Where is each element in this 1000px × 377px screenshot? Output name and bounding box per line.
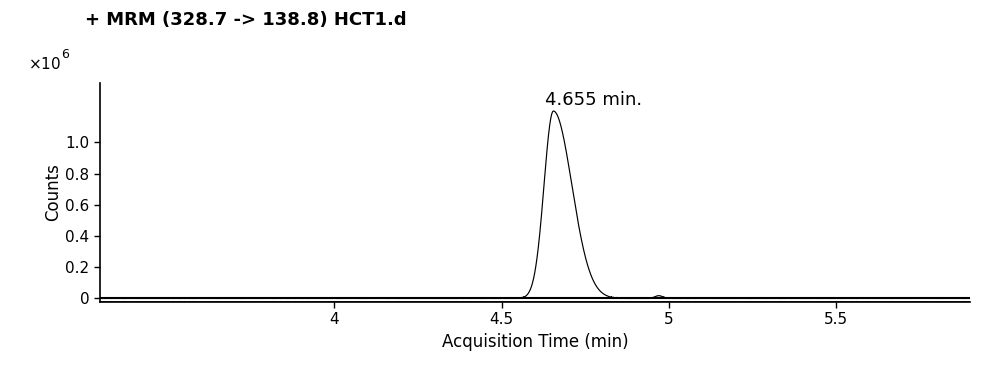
Y-axis label: Counts: Counts — [45, 163, 63, 221]
Text: 4.655 min.: 4.655 min. — [545, 91, 642, 109]
Text: $\times$10: $\times$10 — [28, 56, 61, 72]
X-axis label: Acquisition Time (min): Acquisition Time (min) — [442, 333, 628, 351]
Text: 6: 6 — [61, 48, 69, 61]
Text: + MRM (328.7 -> 138.8) HCT1.d: + MRM (328.7 -> 138.8) HCT1.d — [85, 11, 407, 29]
